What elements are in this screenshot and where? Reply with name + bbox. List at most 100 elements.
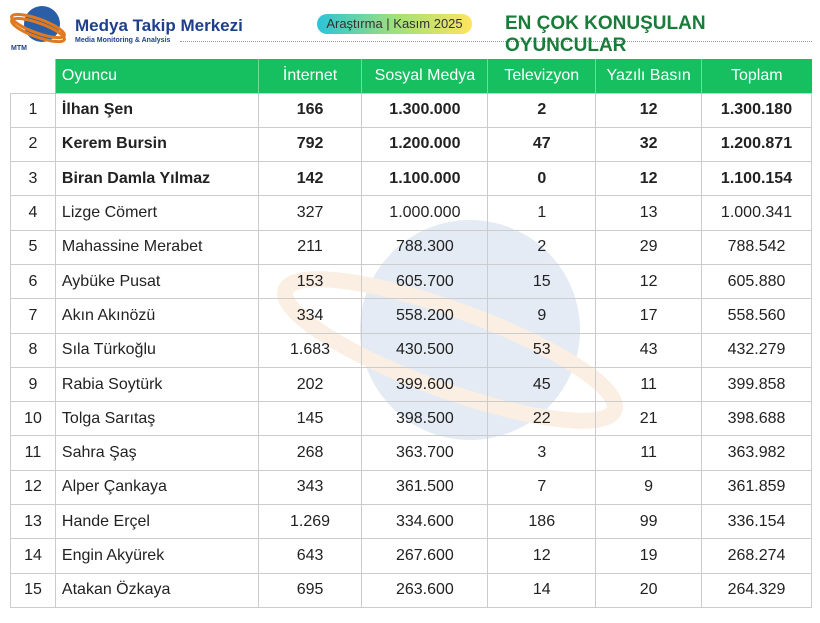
actor-name-cell: İlhan Şen [54,92,259,128]
total-cell: 1.200.871 [701,126,812,163]
television-cell: 1 [487,195,597,231]
actor-name-cell: Kerem Bursin [54,126,259,163]
column-header: Televizyon [487,59,596,93]
television-cell: 2 [487,92,597,128]
total-cell: 1.000.341 [701,195,812,231]
actor-name-cell: Sıla Türkoğlu [54,332,259,368]
print-cell: 11 [595,366,703,403]
print-cell: 43 [595,332,703,368]
total-cell: 432.279 [701,332,812,368]
total-cell: 558.560 [701,298,812,334]
table-row: 3 Biran Damla Yılmaz 142 1.100.000 0 12 1.100.… [10,161,812,197]
television-cell: 14 [487,572,597,608]
television-cell: 3 [487,435,597,471]
print-cell: 12 [595,161,703,197]
social-media-cell: 788.300 [361,229,489,265]
actor-name-cell: Biran Damla Yılmaz [54,161,259,197]
internet-cell: 211 [257,229,363,265]
rank-cell: 11 [10,435,56,471]
total-cell: 1.300.180 [701,92,812,128]
total-cell: 361.859 [701,469,812,506]
actor-name-cell: Tolga Sarıtaş [54,401,259,437]
television-cell: 12 [487,538,597,574]
print-cell: 20 [595,572,703,608]
total-cell: 363.982 [701,435,812,471]
print-cell: 12 [595,263,703,300]
television-cell: 53 [487,332,597,368]
research-badge: Araştırma | Kasım 2025 [317,14,472,34]
rank-cell: 2 [10,126,56,163]
table-row: 6 Aybüke Pusat 153 605.700 15 12 605.880 [10,263,812,300]
actor-name-cell: Aybüke Pusat [54,263,259,300]
brand-subtitle: Media Monitoring & Analysis [75,37,171,44]
actor-name-cell: Engin Akyürek [54,538,259,574]
total-cell: 398.688 [701,401,812,437]
television-cell: 45 [487,366,597,403]
social-media-cell: 1.300.000 [361,92,489,128]
rank-cell: 3 [10,161,56,197]
table-row: 2 Kerem Bursin 792 1.200.000 47 32 1.200.871 [10,126,812,163]
table-row: 15 Atakan Özkaya 695 263.600 14 20 264.329 [10,572,812,608]
internet-cell: 327 [257,195,363,231]
rank-cell: 7 [10,298,56,334]
table-row: 10 Tolga Sarıtaş 145 398.500 22 21 398.688 [10,401,812,437]
actor-name-cell: Sahra Şaş [54,435,259,471]
social-media-cell: 398.500 [361,401,489,437]
rank-cell: 13 [10,504,56,540]
brand-name: Medya Takip Merkezi [75,16,243,35]
mtm-logo: MTM [10,6,66,52]
page-title: EN ÇOK KONUŞULAN OYUNCULAR [505,13,706,56]
table-row: 13 Hande Erçel 1.269 334.600 186 99 336.154 [10,504,812,540]
actor-name-cell: Akın Akınözü [54,298,259,334]
social-media-cell: 605.700 [361,263,489,300]
social-media-cell: 334.600 [361,504,489,540]
actor-name-cell: Lizge Cömert [54,195,259,231]
rank-cell: 10 [10,401,56,437]
internet-cell: 1.269 [257,504,363,540]
television-cell: 22 [487,401,597,437]
print-cell: 9 [595,469,703,506]
total-cell: 336.154 [701,504,812,540]
table-row: 14 Engin Akyürek 643 267.600 12 19 268.274 [10,538,812,574]
internet-cell: 268 [257,435,363,471]
social-media-cell: 1.000.000 [361,195,489,231]
table-row: 4 Lizge Cömert 327 1.000.000 1 13 1.000.341 [10,195,812,231]
table-row: 1 İlhan Şen 166 1.300.000 2 12 1.300.180 [10,92,812,128]
column-header: Yazılı Basın [595,59,702,93]
table-row: 5 Mahassine Merabet 211 788.300 2 29 788.542 [10,229,812,265]
rank-cell: 1 [10,92,56,128]
print-cell: 12 [595,92,703,128]
rank-cell: 6 [10,263,56,300]
social-media-cell: 399.600 [361,366,489,403]
divider [180,41,812,42]
total-cell: 788.542 [701,229,812,265]
internet-cell: 142 [257,161,363,197]
total-cell: 1.100.154 [701,161,812,197]
social-media-cell: 558.200 [361,298,489,334]
social-media-cell: 1.200.000 [361,126,489,163]
print-cell: 19 [595,538,703,574]
table-row: 8 Sıla Türkoğlu 1.683 430.500 53 43 432.279 [10,332,812,368]
column-header: Oyuncu [54,59,259,93]
rank-cell: 15 [10,572,56,608]
print-cell: 17 [595,298,703,334]
table-row: 7 Akın Akınözü 334 558.200 9 17 558.560 [10,298,812,334]
rank-cell: 9 [10,366,56,403]
actor-name-cell: Hande Erçel [54,504,259,540]
television-cell: 2 [487,229,597,265]
internet-cell: 153 [257,263,363,300]
table-row: 9 Rabia Soytürk 202 399.600 45 11 399.858 [10,366,812,403]
column-header: Toplam [701,59,812,93]
print-cell: 13 [595,195,703,231]
actors-table: Oyuncu İnternet Sosyal Medya Televizyon Yazı… [10,59,812,608]
television-cell: 0 [487,161,597,197]
rank-cell: 5 [10,229,56,265]
internet-cell: 343 [257,469,363,506]
total-cell: 605.880 [701,263,812,300]
television-cell: 186 [487,504,597,540]
svg-text:MTM: MTM [11,45,27,52]
table-row: 12 Alper Çankaya 343 361.500 7 9 361.859 [10,469,812,506]
television-cell: 7 [487,469,597,506]
print-cell: 32 [595,126,703,163]
social-media-cell: 361.500 [361,469,489,506]
